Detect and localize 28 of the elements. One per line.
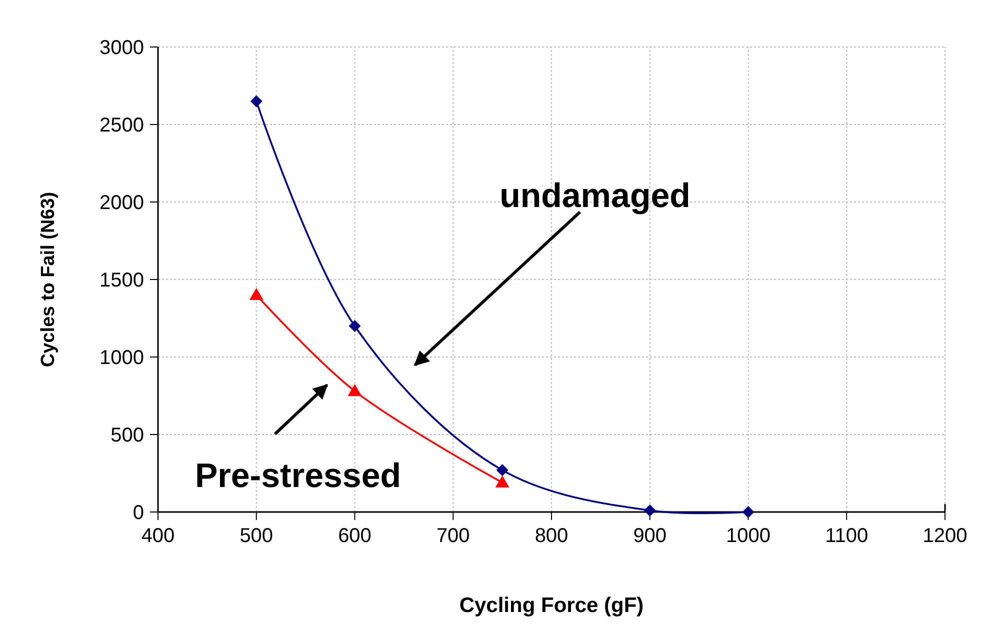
y-tick-label: 1000 [100, 347, 144, 369]
y-tick-label: 0 [132, 502, 144, 524]
x-axis-title: Cycling Force (gF) [459, 594, 644, 617]
x-tick-label: 1000 [726, 525, 770, 547]
y-tick-label: 1500 [100, 270, 144, 292]
x-tick-label: 500 [240, 525, 274, 547]
point [496, 464, 508, 476]
y-tick-label: 3000 [100, 37, 144, 59]
x-tick-label: 900 [633, 525, 667, 547]
point [250, 95, 262, 108]
y-tick-label: 500 [110, 424, 144, 446]
x-tick-label: 400 [141, 525, 175, 547]
annotation: undamaged [500, 177, 690, 215]
y-tick-label: 2500 [100, 114, 144, 136]
annotation: Pre-stressed [194, 457, 402, 495]
y-axis-title: Cycles to Fail (N63) [38, 192, 59, 368]
point [495, 476, 510, 488]
x-tick-label: 600 [338, 525, 372, 547]
point [348, 320, 361, 332]
x-tick-label: 1100 [825, 525, 868, 547]
point [742, 506, 754, 518]
x-tick-label: 700 [436, 525, 470, 547]
point [249, 288, 264, 300]
y-tick-label: 2000 [100, 192, 144, 214]
x-tick-label: 1200 [922, 525, 968, 547]
point [348, 384, 362, 396]
x-tick-label: 800 [534, 525, 568, 547]
point [644, 504, 656, 516]
